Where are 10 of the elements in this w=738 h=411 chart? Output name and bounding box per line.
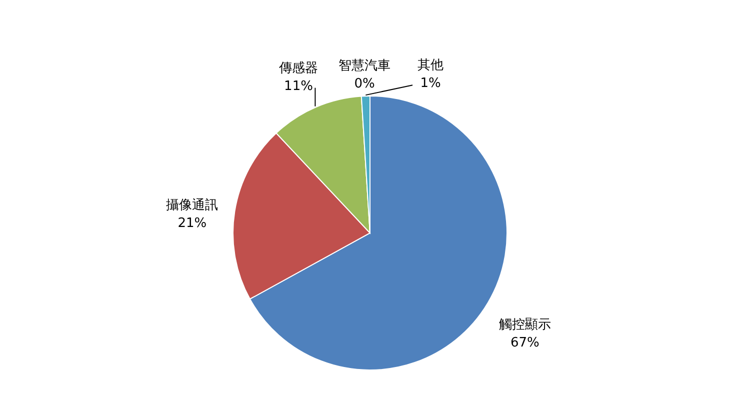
data-label: 1% — [420, 76, 441, 92]
data-label: 11% — [284, 78, 313, 94]
data-label: 67% — [510, 336, 540, 351]
slice-label: 其他 — [418, 58, 444, 74]
text: 0% — [354, 76, 375, 92]
slice-label: 傳感器 — [278, 60, 318, 76]
slice-label: 攝像通訊 — [166, 198, 218, 213]
slice-label: 觸控顯示 — [498, 318, 551, 333]
category-label: 智慧汽車 — [338, 58, 391, 74]
data-label: 21% — [178, 216, 207, 231]
